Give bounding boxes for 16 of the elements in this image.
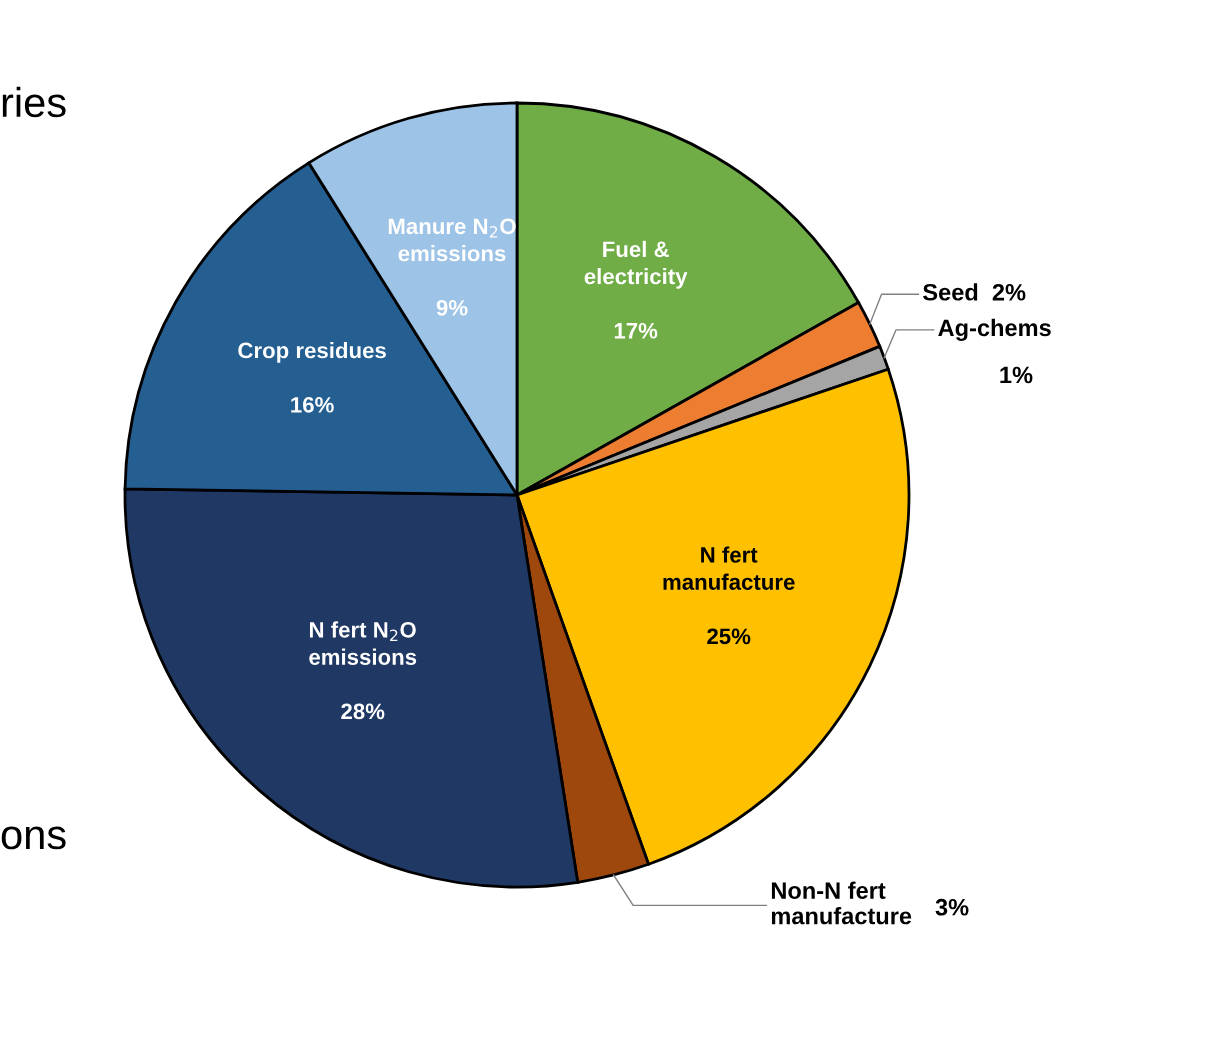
slice-label: Seed 2% [923,283,1026,301]
data-label: 9% [436,299,468,316]
data-label: 3% [935,898,969,916]
slice-label: Ag-chems [938,318,1051,341]
slice-label: N fert manufacture [663,546,795,590]
data-label: 28% [341,703,385,720]
data-label: 17% [614,322,658,339]
slice-label: Crop residues [238,342,386,363]
slice-label: N fert N$_{2}$O emissions [309,621,417,665]
slice-label: Non-N fert manufacture [771,881,912,925]
data-label: 1% [1000,366,1033,384]
text: ries [2,86,66,118]
data-label: 25% [707,628,751,645]
slice-label: Fuel & electricity [584,240,688,289]
text: ons [1,826,66,850]
data-label: 16% [291,396,334,413]
